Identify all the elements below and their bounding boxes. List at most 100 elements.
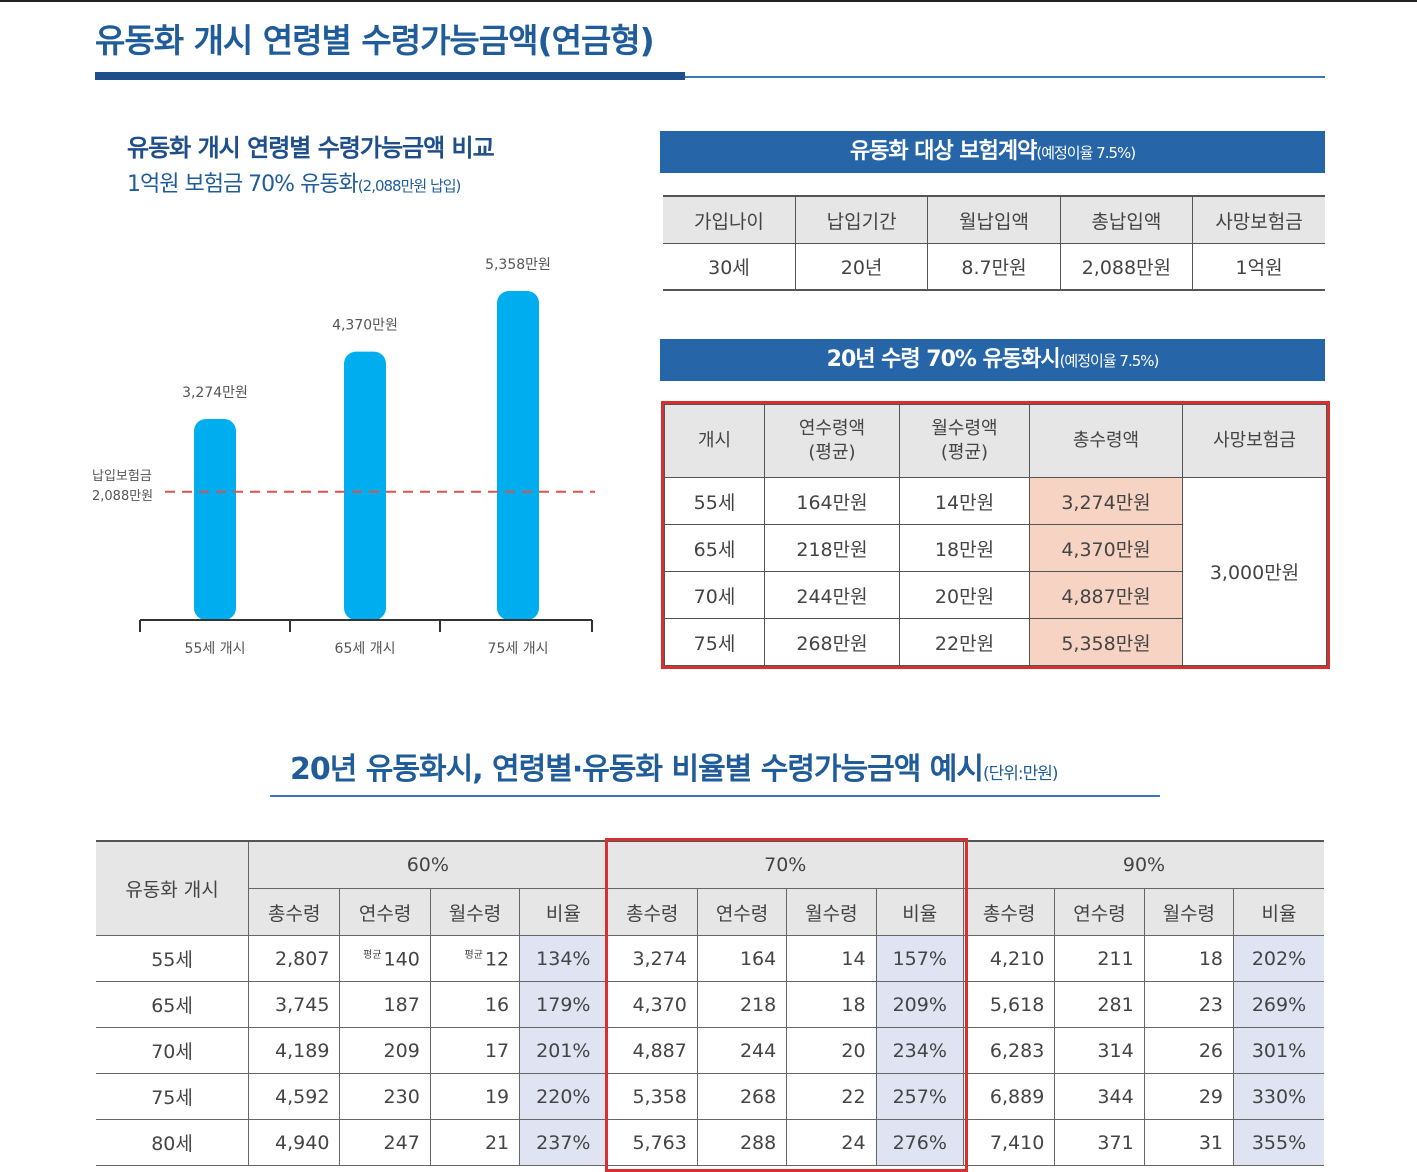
cell-value: 237% — [536, 1131, 591, 1154]
table-cell: 14 — [786, 935, 877, 982]
cell-value: 19 — [484, 1085, 510, 1108]
cell-value: 21 — [484, 1131, 510, 1154]
table-cell: 164만원 — [764, 477, 900, 525]
cell-value: 6,889 — [989, 1085, 1045, 1108]
bar-value-label: 5,358만원 — [485, 257, 551, 273]
cell-value: 70세 — [151, 1041, 193, 1063]
cell-value: 314 — [1097, 1039, 1134, 1062]
cell-value: 209 — [383, 1039, 420, 1062]
chart-title: 유동화 개시 연령별 수령가능금액 비교 — [127, 134, 495, 162]
bar-value-label: 3,274만원 — [182, 385, 248, 401]
ratio-cell: 330% — [1233, 1073, 1324, 1120]
table-cell: 18 — [1143, 935, 1234, 982]
ratio-cell: 220% — [519, 1073, 608, 1120]
group-header-row: 유동화 개시 60% 70% 90% — [96, 840, 1324, 936]
cell-value: 5,763 — [632, 1131, 687, 1154]
age-cell: 65세 — [96, 981, 249, 1028]
cell-value: 18 — [841, 993, 866, 1016]
cell-value: 179% — [536, 993, 591, 1016]
table-cell: 2,807 — [248, 935, 340, 982]
cell-value: 55세 — [151, 949, 193, 971]
table-cell: 218 — [696, 981, 787, 1028]
table-cell: 23 — [1143, 981, 1234, 1028]
table-cell: 1억원 — [1192, 243, 1325, 291]
average-mark: 평균 — [464, 950, 483, 962]
cell-value: 4,370 — [632, 993, 687, 1016]
sub-header-ratio: 비율 — [1233, 888, 1324, 936]
table-cell: 14만원 — [899, 477, 1030, 525]
cell-value: 80세 — [151, 1133, 193, 1155]
header-subtext: (평균) — [940, 442, 989, 463]
table-cell: 5,358 — [606, 1073, 698, 1120]
cell-value: 234% — [892, 1039, 947, 1062]
table-cell: 30세 — [663, 243, 796, 291]
chart-subtitle-main: 1억원 보험금 70% 유동화 — [127, 172, 359, 197]
payout-header-row: 개시 연수령액 (평균) 월수령액 (평균) 총수령액 사망보험금 — [664, 404, 1327, 478]
payout-table: 개시 연수령액 (평균) 월수령액 (평균) 총수령액 사망보험금 55세 164만… — [661, 401, 1330, 669]
table-cell: 24 — [786, 1119, 877, 1166]
table-cell: 16 — [429, 981, 520, 1028]
contract-banner: 유동화 대상 보험계약(예정이율 7.5%) — [660, 131, 1325, 173]
header-cell: 연수령액 (평균) — [764, 404, 900, 478]
table-cell: 4,940 — [248, 1119, 340, 1166]
table-row: 70세 4,189 209 17 201% 4,887 244 20 234% 6,283 314 2… — [96, 1027, 1324, 1074]
cell-value: 257% — [892, 1085, 947, 1108]
top-border — [0, 0, 1417, 2]
cell-value: 24 — [841, 1131, 866, 1154]
cell-value: 209% — [892, 993, 947, 1016]
payout-banner-rate: (예정이율 7.5%) — [1059, 352, 1160, 370]
highlighted-total-cell: 4,887만원 — [1029, 571, 1183, 619]
examples-title: 20년 유동화시, 연령별·유동화 비율별 수령가능금액 예시(단위:만원) — [290, 744, 1059, 788]
header-cell: 사망보험금 — [1192, 195, 1325, 244]
cell-value: 18 — [1198, 947, 1223, 970]
table-cell: 281 — [1054, 981, 1145, 1028]
table-cell: 4,887 — [606, 1027, 698, 1074]
table-cell: 6,283 — [962, 1027, 1055, 1074]
cell-value: 187 — [383, 993, 420, 1016]
cell-value: 201% — [536, 1039, 591, 1062]
table-cell: 31 — [1143, 1119, 1234, 1166]
ratio-cell: 201% — [519, 1027, 608, 1074]
header-cell: 개시 — [664, 404, 765, 478]
header-cell: 월수령액 (평균) — [899, 404, 1030, 478]
ratio-cell: 301% — [1233, 1027, 1324, 1074]
table-cell: 6,889 — [962, 1073, 1055, 1120]
cell-value: 29 — [1198, 1085, 1223, 1108]
ratio-cell: 355% — [1233, 1119, 1324, 1166]
table-row: 80세 4,940 247 21 237% 5,763 288 24 276% 7,410 371 3… — [96, 1119, 1324, 1166]
table-cell: 21 — [429, 1119, 520, 1166]
sub-header-total: 총수령 — [962, 888, 1055, 936]
bar — [497, 291, 539, 620]
table-cell: 230 — [339, 1073, 431, 1120]
cell-value: 2,807 — [275, 947, 330, 970]
cell-value: 355% — [1251, 1131, 1307, 1154]
cell-value: 14 — [841, 947, 866, 970]
cell-value: 371 — [1097, 1131, 1134, 1154]
cell-value: 31 — [1198, 1131, 1223, 1154]
bar-chart-svg: 3,274만원 4,370만원 5,358만원 납입보험금 2,088만원 55세 … — [92, 257, 595, 657]
table-cell: 211 — [1054, 935, 1145, 982]
cell-value: 218 — [739, 993, 777, 1016]
table-cell: 20년 — [794, 243, 928, 291]
sub-header-annual: 연수령 — [339, 888, 431, 936]
highlighted-total-cell: 5,358만원 — [1029, 618, 1183, 666]
age-cell: 75세 — [96, 1073, 249, 1120]
header-cell: 납입기간 — [794, 195, 928, 244]
table-cell: 2,088만원 — [1059, 243, 1193, 291]
header-text: 연수령액 — [798, 418, 866, 439]
title-underline-accent — [95, 72, 685, 80]
contract-row: 30세 20년 8.7만원 2,088만원 1억원 — [663, 243, 1325, 291]
table-cell: 19 — [429, 1073, 520, 1120]
cell-value: 22 — [841, 1085, 866, 1108]
table-cell: 344 — [1054, 1073, 1145, 1120]
table-cell: 18만원 — [899, 524, 1030, 572]
table-cell: 218만원 — [764, 524, 900, 572]
sub-header-annual: 연수령 — [1054, 888, 1145, 936]
death-benefit-cell: 3,000만원 — [1182, 477, 1327, 666]
table-cell: 209 — [339, 1027, 431, 1074]
x-tick-label: 55세 개시 — [185, 641, 246, 657]
x-tick-label: 65세 개시 — [335, 641, 396, 657]
table-cell: 187 — [339, 981, 431, 1028]
ratio-cell: 202% — [1233, 935, 1324, 982]
cell-value: 301% — [1251, 1039, 1307, 1062]
